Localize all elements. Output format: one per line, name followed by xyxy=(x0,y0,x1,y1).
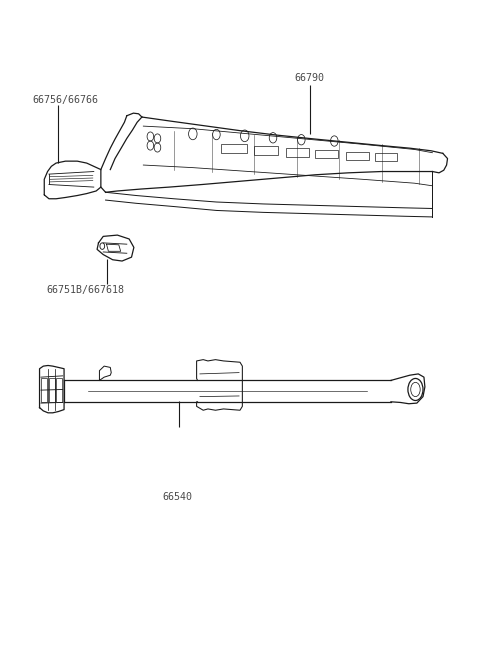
Bar xyxy=(286,148,309,156)
Bar xyxy=(254,147,278,154)
Bar xyxy=(221,145,247,153)
Bar xyxy=(48,378,55,403)
Text: 66751B/667618: 66751B/667618 xyxy=(47,285,125,295)
Text: 66756/66766: 66756/66766 xyxy=(33,95,98,104)
Bar xyxy=(375,153,397,161)
Text: 66540: 66540 xyxy=(162,492,192,502)
Text: 66790: 66790 xyxy=(294,74,324,83)
Bar xyxy=(315,150,338,158)
Bar xyxy=(56,378,62,403)
Bar xyxy=(41,378,47,403)
Bar xyxy=(346,152,369,160)
